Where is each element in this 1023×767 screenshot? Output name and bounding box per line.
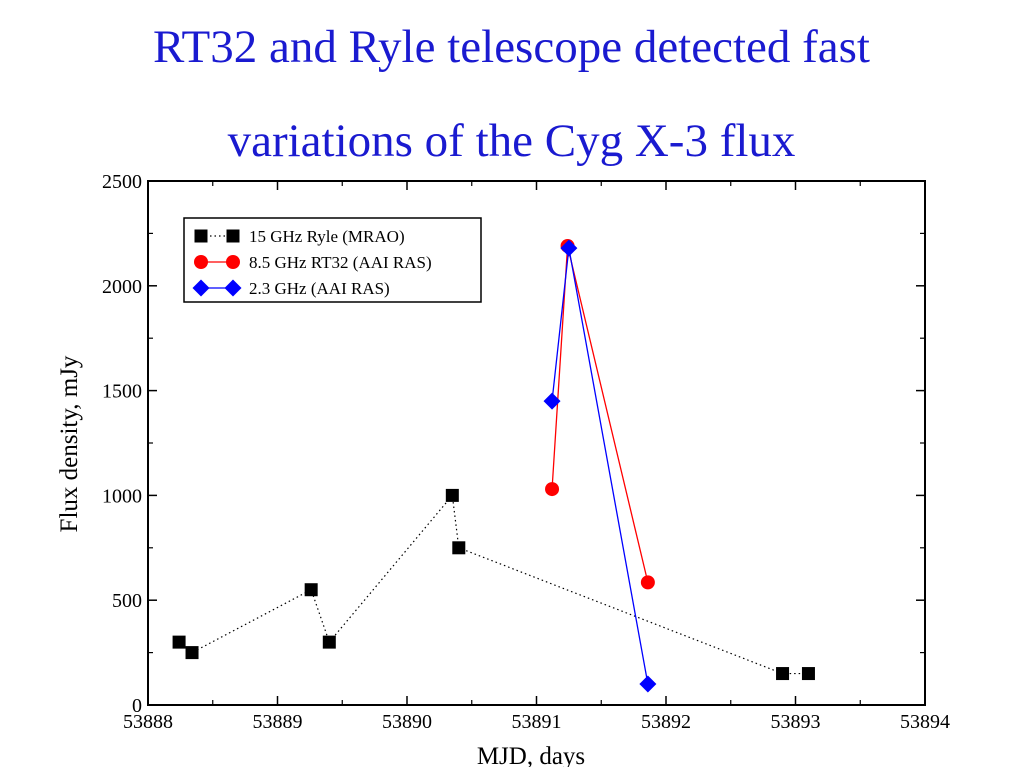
y-axis-label: Flux density, mJy bbox=[56, 355, 83, 532]
slide-title-line-2: variations of the Cyg X-3 flux bbox=[227, 115, 796, 167]
slide-title: RT32 and Ryle telescope detected fast va… bbox=[0, 0, 1023, 188]
y-tick-label: 1500 bbox=[102, 381, 142, 403]
series-line bbox=[551, 247, 649, 685]
legend-label: 15 GHz Ryle (MRAO) bbox=[249, 227, 405, 246]
data-point bbox=[452, 541, 466, 555]
x-tick-label: 53894 bbox=[900, 711, 950, 733]
x-tick-label: 53888 bbox=[123, 711, 173, 733]
legend-marker bbox=[192, 279, 210, 297]
data-point bbox=[640, 575, 655, 590]
x-tick-label: 53891 bbox=[512, 711, 562, 733]
x-tick-label: 53890 bbox=[382, 711, 432, 733]
data-point bbox=[304, 583, 318, 597]
legend-marker bbox=[194, 229, 208, 243]
y-tick-label: 2000 bbox=[102, 276, 142, 298]
y-tick-label: 2500 bbox=[102, 171, 142, 193]
data-point bbox=[322, 635, 336, 649]
data-point bbox=[560, 239, 578, 257]
x-axis-label: MJD, days bbox=[477, 743, 585, 767]
legend-marker bbox=[194, 255, 208, 269]
series-line bbox=[551, 245, 649, 583]
data-point bbox=[801, 667, 815, 681]
x-tick-label: 53893 bbox=[771, 711, 821, 733]
legend-marker bbox=[226, 255, 240, 269]
data-point bbox=[543, 392, 561, 410]
y-tick-label: 500 bbox=[112, 590, 142, 612]
data-point bbox=[639, 675, 657, 693]
legend-marker bbox=[226, 229, 240, 243]
y-tick-label: 0 bbox=[132, 695, 142, 717]
series-line bbox=[178, 493, 809, 675]
data-point bbox=[445, 488, 459, 502]
series-1 bbox=[545, 238, 655, 590]
data-point bbox=[172, 635, 186, 649]
legend-label: 8.5 GHz RT32 (AAI RAS) bbox=[249, 253, 432, 272]
x-tick-label: 53892 bbox=[641, 711, 691, 733]
slide-title-line-1: RT32 and Ryle telescope detected fast bbox=[152, 21, 870, 73]
legend-marker bbox=[224, 279, 242, 297]
legend-label: 2.3 GHz (AAI RAS) bbox=[249, 279, 390, 298]
y-tick-label: 1000 bbox=[102, 485, 142, 507]
data-point bbox=[185, 646, 199, 660]
data-point bbox=[776, 667, 790, 681]
data-point bbox=[545, 482, 560, 497]
series-2 bbox=[543, 239, 657, 693]
x-tick-label: 53889 bbox=[253, 711, 303, 733]
series-0 bbox=[172, 488, 815, 681]
